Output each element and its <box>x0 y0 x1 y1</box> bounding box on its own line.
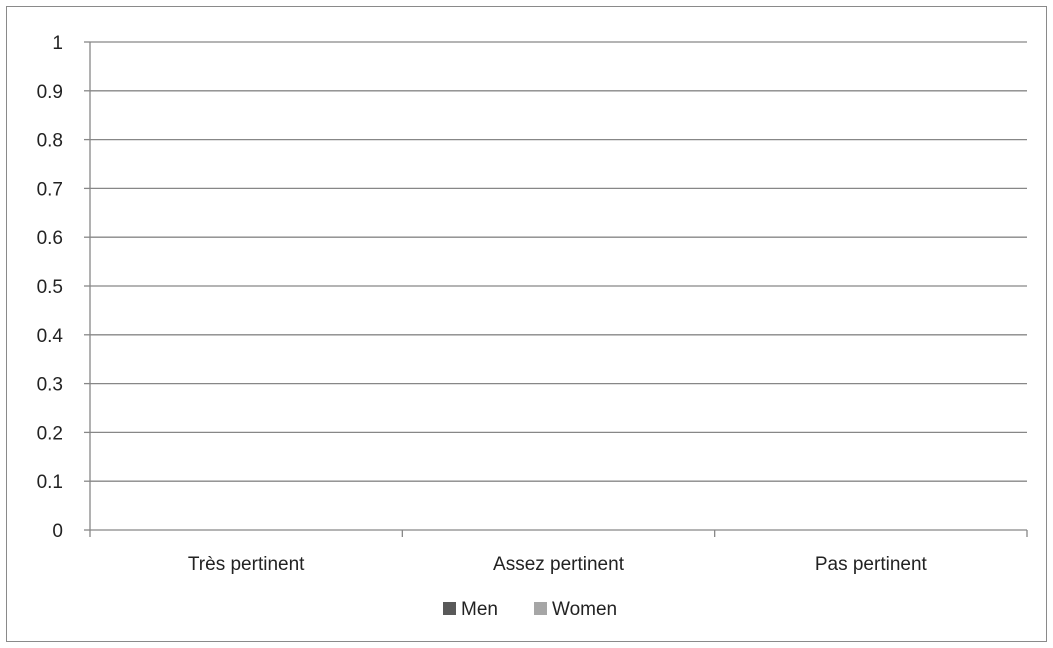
x-category-label: Assez pertinent <box>493 554 625 575</box>
x-category-label: Très pertinent <box>188 554 305 575</box>
y-tick-label: 0 <box>52 521 63 542</box>
y-tick-label: 0.1 <box>37 472 63 493</box>
y-tick-label: 0.6 <box>37 228 63 249</box>
y-tick-label: 0.5 <box>37 277 63 298</box>
gridlines <box>84 41 1027 531</box>
y-tick-label: 0.7 <box>37 179 63 200</box>
legend-label-men: Men <box>461 599 498 620</box>
y-tick-label: 0.8 <box>37 131 63 152</box>
y-tick-label: 0.4 <box>37 326 64 347</box>
y-tick-label: 1 <box>52 33 63 54</box>
legend-label-women: Women <box>552 599 617 620</box>
y-tick-label: 0.9 <box>37 82 63 103</box>
legend-swatch-men <box>443 602 456 615</box>
legend: Men Women <box>443 599 617 620</box>
x-axis-category-labels: Très pertinent Assez pertinent Pas pertine… <box>188 554 928 575</box>
x-category-label: Pas pertinent <box>815 554 928 575</box>
x-axis-ticks <box>89 530 1028 537</box>
legend-swatch-women <box>534 602 547 615</box>
y-axis-tick-labels: 0 0.1 0.2 0.3 0.4 0.5 0.6 0.7 0.8 0.9 1 <box>37 33 64 542</box>
y-tick-label: 0.3 <box>37 375 63 396</box>
chart-frame <box>6 6 1047 642</box>
y-tick-label: 0.2 <box>37 423 63 444</box>
